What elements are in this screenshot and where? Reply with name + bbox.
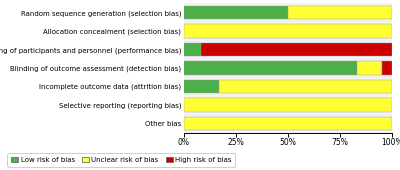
Bar	[184, 117, 392, 130]
Bar	[201, 43, 392, 56]
Legend: Low risk of bias, Unclear risk of bias, High risk of bias: Low risk of bias, Unclear risk of bias, …	[8, 153, 235, 167]
Bar	[184, 6, 288, 19]
Bar	[219, 80, 392, 93]
Bar	[184, 24, 392, 38]
Bar	[184, 98, 392, 112]
Bar	[184, 80, 219, 93]
Bar	[357, 61, 382, 75]
Bar	[184, 61, 357, 75]
Bar	[288, 6, 392, 19]
Bar	[382, 61, 392, 75]
Bar	[184, 43, 201, 56]
